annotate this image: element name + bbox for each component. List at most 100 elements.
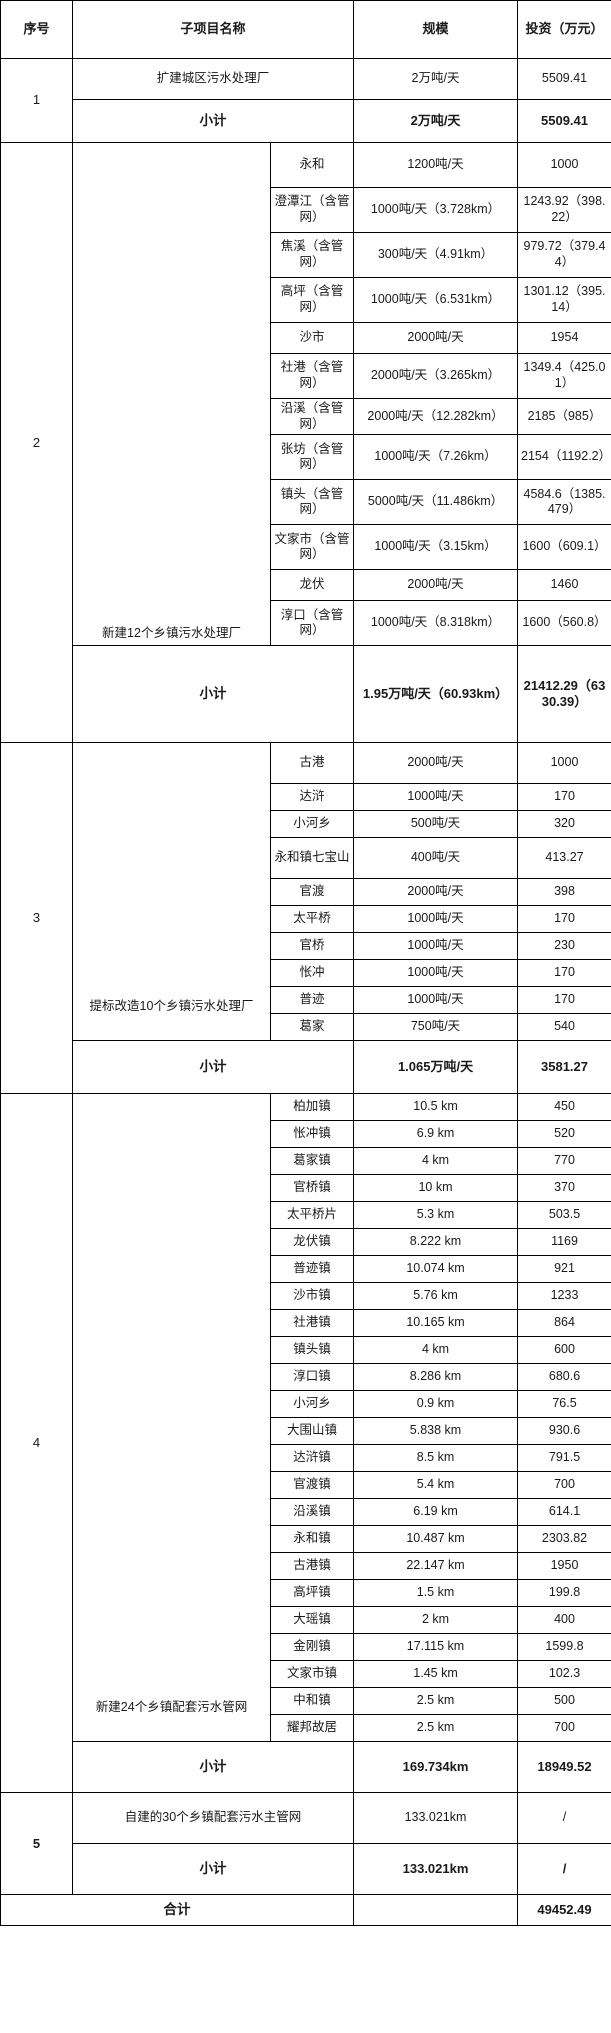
investment-cell: 102.3 xyxy=(517,1660,611,1689)
scale-cell: 6.9 km xyxy=(353,1120,519,1149)
scale-cell: 1.45 km xyxy=(353,1660,519,1689)
investment-cell: 400 xyxy=(517,1606,611,1635)
table-row: 普迹 1000吨/天 170 xyxy=(1,986,611,1015)
scale-cell: 2000吨/天 xyxy=(353,569,519,602)
subitem-name-cell: 太平桥 xyxy=(269,905,355,934)
table-row: 中和镇 2.5 km 500 xyxy=(1,1687,611,1716)
scale-cell: 1000吨/天（6.531km） xyxy=(353,277,519,323)
investment-cell: 520 xyxy=(517,1120,611,1149)
subitem-name-cell: 大围山镇 xyxy=(269,1417,355,1446)
table-header: 序号 子项目名称 规模 投资（万元） xyxy=(0,0,611,59)
table-row: 金刚镇 17.115 km 1599.8 xyxy=(1,1633,611,1662)
subitem-name-cell: 中和镇 xyxy=(269,1687,355,1716)
header-investment: 投资（万元） xyxy=(517,0,611,59)
scale-cell: 5.4 km xyxy=(353,1471,519,1500)
investment-cell: 170 xyxy=(517,783,611,812)
table-row: 龙伏镇 8.222 km 1169 xyxy=(1,1228,611,1257)
header-scale: 规模 xyxy=(353,0,519,59)
investment-cell: 614.1 xyxy=(517,1498,611,1527)
scale-cell: 10.074 km xyxy=(353,1255,519,1284)
investment-cell: 1349.4（425.01） xyxy=(517,353,611,399)
scale-cell: 2万吨/天 xyxy=(353,58,519,100)
scale-cell: 1000吨/天（3.15km） xyxy=(353,524,519,571)
subitem-name-cell: 柏加镇 xyxy=(269,1093,355,1122)
table-row: 古港镇 22.147 km 1950 xyxy=(1,1552,611,1581)
table-row: 高坪镇 1.5 km 199.8 xyxy=(1,1579,611,1608)
header-row: 序号 子项目名称 规模 投资（万元） xyxy=(0,0,611,59)
subtotal-scale: 133.021km xyxy=(353,1843,519,1896)
table-row: 普迹镇 10.074 km 921 xyxy=(1,1255,611,1284)
scale-cell: 500吨/天 xyxy=(353,810,519,839)
subitem-name-cell: 龙伏 xyxy=(269,569,355,602)
scale-cell: 8.222 km xyxy=(353,1228,519,1257)
table-row: 沿溪镇 6.19 km 614.1 xyxy=(1,1498,611,1527)
table-body: 1 扩建城区污水处理厂 2万吨/天 5509.41 小计 2万吨/天 5509.41 2 新建1… xyxy=(0,58,611,1927)
investment-cell: 5509.41 xyxy=(517,58,611,100)
subitem-name-cell: 怅冲镇 xyxy=(269,1120,355,1149)
group-name-cell: 新建12个乡镇污水处理厂 xyxy=(72,141,271,647)
investment-cell: 76.5 xyxy=(517,1390,611,1419)
scale-cell: 1000吨/天（8.318km） xyxy=(353,600,519,647)
subtotal-row: 小计 1.065万吨/天 3581.27 xyxy=(1,1040,611,1095)
grand-total-scale xyxy=(353,1894,519,1927)
project-investment-table: 序号 子项目名称 规模 投资（万元） 1 扩建城区污水处理厂 2万吨/天 5509.4… xyxy=(0,0,611,1927)
table-row: 社港镇 10.165 km 864 xyxy=(1,1309,611,1338)
subitem-name-cell: 高坪（含管网） xyxy=(269,277,355,323)
subtotal-row: 小计 169.734km 18949.52 xyxy=(1,1741,611,1794)
subitem-name-cell: 沿溪（含管网） xyxy=(269,397,355,436)
table-row: 2 新建12个乡镇污水处理厂 永和 1200吨/天 1000 xyxy=(0,141,611,744)
grand-total-investment: 49452.49 xyxy=(517,1894,611,1927)
investment-cell: 170 xyxy=(517,986,611,1015)
investment-cell: 413.27 xyxy=(517,837,611,880)
subitem-name-cell: 达浒镇 xyxy=(269,1444,355,1473)
table-row: 大瑶镇 2 km 400 xyxy=(1,1606,611,1635)
table-row: 耀邦故居 2.5 km 700 xyxy=(1,1714,611,1743)
scale-cell: 1000吨/天 xyxy=(353,783,519,812)
investment-cell: 540 xyxy=(517,1013,611,1042)
subitem-name-cell: 张坊（含管网） xyxy=(269,434,355,481)
scale-cell: 2.5 km xyxy=(353,1687,519,1716)
subitem-name-cell: 大瑶镇 xyxy=(269,1606,355,1635)
table-row: 1 扩建城区污水处理厂 2万吨/天 5509.41 xyxy=(0,58,611,143)
subitem-name-cell: 金刚镇 xyxy=(269,1633,355,1662)
scale-cell: 10.165 km xyxy=(353,1309,519,1338)
scale-cell: 2000吨/天 xyxy=(353,742,519,785)
grand-total-label: 合计 xyxy=(0,1894,355,1927)
table-row: 4 新建24个乡镇配套污水管网 柏加镇 10.5 km 450 xyxy=(0,1093,611,1794)
investment-cell: 1301.12（395.14） xyxy=(517,277,611,323)
investment-cell: 503.5 xyxy=(517,1201,611,1230)
subitem-name-cell: 古港镇 xyxy=(269,1552,355,1581)
subitem-name-cell: 永和镇 xyxy=(269,1525,355,1554)
subitem-name-cell: 高坪镇 xyxy=(269,1579,355,1608)
scale-cell: 1000吨/天 xyxy=(353,932,519,961)
scale-cell: 6.19 km xyxy=(353,1498,519,1527)
subtotal-label: 小计 xyxy=(71,99,355,143)
scale-cell: 8.286 km xyxy=(353,1363,519,1392)
investment-cell: 2303.82 xyxy=(517,1525,611,1554)
investment-cell: 1243.92（398.22） xyxy=(517,187,611,233)
subtotal-investment: / xyxy=(517,1843,611,1896)
table-row: 沙市镇 5.76 km 1233 xyxy=(1,1282,611,1311)
scale-cell: 22.147 km xyxy=(353,1552,519,1581)
scale-cell: 10.487 km xyxy=(353,1525,519,1554)
subitem-name-cell: 沙市镇 xyxy=(269,1282,355,1311)
subtotal-scale: 1.065万吨/天 xyxy=(353,1040,519,1095)
subitem-name-cell: 镇头镇 xyxy=(269,1336,355,1365)
table-row: 龙伏 2000吨/天 1460 xyxy=(1,569,611,602)
row-seq-number: 3 xyxy=(0,742,73,1095)
subtotal-label: 小计 xyxy=(71,645,355,744)
subitem-name-cell: 永和镇七宝山 xyxy=(269,837,355,880)
subitem-name-cell: 怅冲 xyxy=(269,959,355,988)
investment-cell: 600 xyxy=(517,1336,611,1365)
group-name-cell: 扩建城区污水处理厂 xyxy=(71,58,355,100)
scale-cell: 2000吨/天 xyxy=(353,878,519,907)
subtotal-label: 小计 xyxy=(71,1741,355,1794)
scale-cell: 10.5 km xyxy=(353,1093,519,1122)
subtotal-scale: 169.734km xyxy=(353,1741,519,1794)
table-row: 永和镇 10.487 km 2303.82 xyxy=(1,1525,611,1554)
subitem-name-cell: 古港 xyxy=(269,742,355,785)
subitem-name-cell: 沿溪镇 xyxy=(269,1498,355,1527)
row-seq-number: 1 xyxy=(0,58,73,143)
scale-cell: 5.76 km xyxy=(353,1282,519,1311)
scale-cell: 1000吨/天（7.26km） xyxy=(353,434,519,481)
